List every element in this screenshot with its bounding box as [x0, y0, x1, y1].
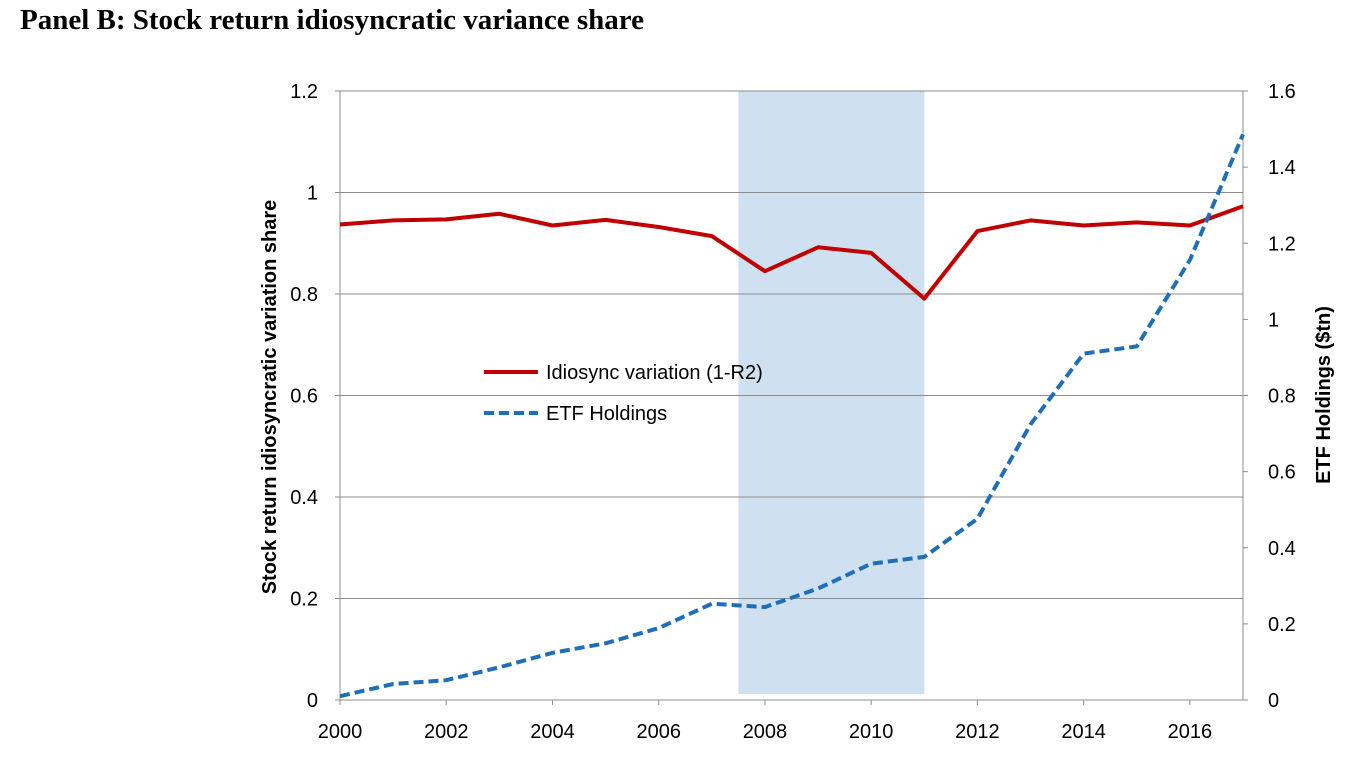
x-tick-label: 2014	[1061, 721, 1106, 743]
y2-tick-label: 1	[1268, 309, 1279, 331]
legend-label: ETF Holdings	[546, 403, 667, 425]
y-tick-label: 0.8	[290, 284, 318, 306]
series-line-idiosync	[339, 204, 1244, 301]
y-tick-label: 1	[307, 183, 318, 205]
y2-tick-label: 1.2	[1268, 233, 1296, 255]
y-tick-label: 1.2	[290, 81, 318, 103]
y-tick-label: 0.6	[290, 386, 318, 408]
y2-axis-title: ETF Holdings ($tn)	[1313, 306, 1335, 484]
shaded-period	[738, 91, 925, 694]
x-tick-label: 2002	[424, 721, 469, 743]
x-tick-label: 2012	[955, 721, 1000, 743]
y2-tick-label: 0.2	[1268, 614, 1296, 636]
y2-tick-label: 0	[1268, 690, 1279, 712]
y-axis-title: Stock return idiosyncratic variation sha…	[259, 200, 281, 595]
y2-tick-label: 0.8	[1268, 386, 1296, 408]
y2-tick-label: 0.6	[1268, 462, 1296, 484]
y2-tick-label: 1.4	[1268, 157, 1296, 179]
legend-label: Idiosync variation (1-R2)	[546, 362, 763, 384]
x-tick-label: 2000	[318, 721, 363, 743]
x-tick-label: 2004	[530, 721, 575, 743]
x-tick-label: 2016	[1168, 721, 1213, 743]
y-tick-label: 0.4	[290, 487, 318, 509]
x-tick-label: 2008	[743, 721, 788, 743]
y-tick-label: 0	[307, 690, 318, 712]
series-line-etf	[339, 133, 1245, 699]
y-tick-label: 0.2	[290, 589, 318, 611]
panel-title: Panel B: Stock return idiosyncratic vari…	[20, 4, 644, 36]
x-tick-label: 2010	[849, 721, 894, 743]
x-tick-label: 2006	[636, 721, 681, 743]
y2-tick-label: 1.6	[1268, 81, 1296, 103]
y2-tick-label: 0.4	[1268, 538, 1296, 560]
